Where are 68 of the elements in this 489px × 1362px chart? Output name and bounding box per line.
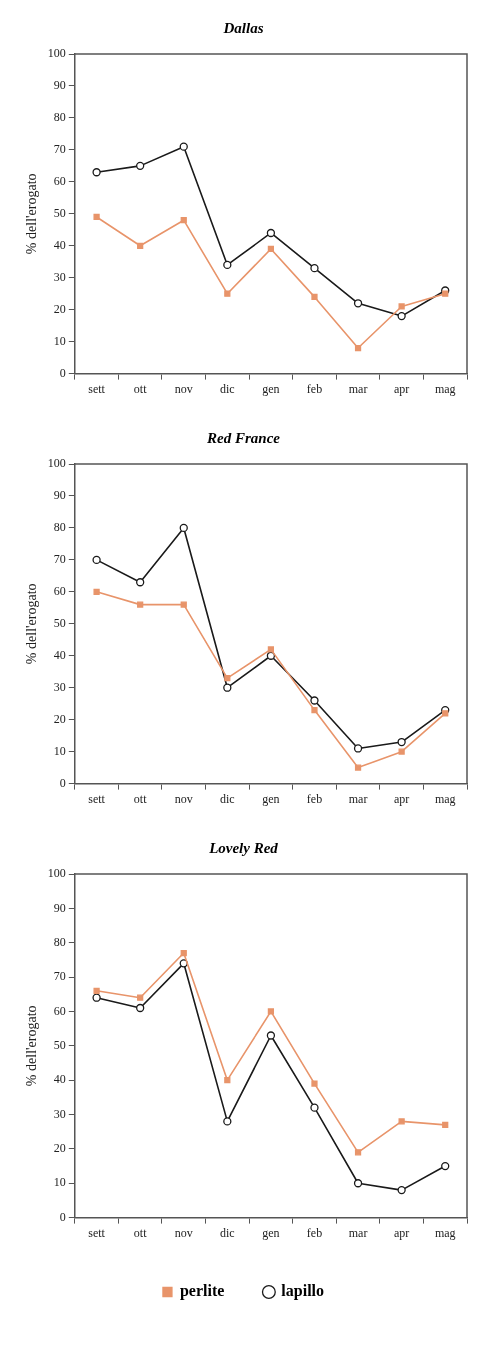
x-tick-label: sett <box>88 381 106 396</box>
y-tick-label: 70 <box>53 552 66 567</box>
y-tick-label: 60 <box>53 174 66 188</box>
x-tick-label: dic <box>219 791 235 806</box>
chart-title: Dallas <box>222 19 264 36</box>
x-tick-label: apr <box>393 791 410 806</box>
y-tick-label: 60 <box>53 584 66 598</box>
y-axis-title: % dell'erogato <box>24 173 40 255</box>
y-tick-label: 20 <box>53 711 66 726</box>
y-tick-label: 80 <box>53 110 66 125</box>
y-tick-label: 60 <box>53 1003 66 1018</box>
y-tick-label: 50 <box>53 615 66 630</box>
y-tick-label: 90 <box>53 900 66 915</box>
x-tick-label: feb <box>306 1225 323 1240</box>
y-tick-label: 10 <box>53 743 66 758</box>
x-tick-label: ott <box>133 791 148 806</box>
y-tick-label: 0 <box>59 365 66 380</box>
y-tick-label: 70 <box>53 142 66 157</box>
x-tick-label: ott <box>133 1225 148 1240</box>
y-tick-label: 100 <box>47 866 66 881</box>
y-tick-label: 40 <box>53 237 66 252</box>
x-tick-label: apr <box>393 381 410 396</box>
y-tick-label: 100 <box>47 46 66 61</box>
chart-title: Red France <box>206 429 281 446</box>
x-tick-label: gen <box>262 381 280 396</box>
x-tick-label: apr <box>393 1225 410 1240</box>
y-tick-label: 80 <box>53 934 66 949</box>
x-tick-label: dic <box>219 381 235 396</box>
x-tick-label: sett <box>88 791 106 806</box>
y-tick-label: 80 <box>53 520 66 535</box>
x-tick-label: nov <box>174 1225 193 1240</box>
x-tick-label: mag <box>434 1225 456 1240</box>
y-tick-label: 40 <box>53 1072 66 1087</box>
x-tick-label: feb <box>306 381 323 396</box>
y-tick-label: 40 <box>53 647 66 662</box>
x-tick-label: ott <box>133 381 148 396</box>
y-axis-title: % dell'erogato <box>24 1005 40 1087</box>
y-tick-label: 0 <box>59 775 66 790</box>
x-tick-label: nov <box>174 381 193 396</box>
y-tick-label: 90 <box>53 488 66 503</box>
y-tick-label: 10 <box>53 1175 66 1190</box>
x-tick-label: mag <box>434 791 456 806</box>
x-tick-label: sett <box>88 1225 106 1240</box>
y-tick-label: 50 <box>53 205 66 220</box>
legend-label: lapillo <box>281 1282 325 1301</box>
y-axis-title: % dell'erogato <box>24 583 40 665</box>
x-tick-label: mar <box>348 1225 368 1240</box>
x-tick-label: feb <box>306 791 323 806</box>
x-tick-label: mar <box>348 381 368 396</box>
x-tick-label: mar <box>348 791 368 806</box>
y-tick-label: 100 <box>47 456 66 471</box>
x-tick-label: gen <box>262 791 280 806</box>
x-tick-label: gen <box>262 1225 280 1240</box>
x-tick-label: dic <box>219 1225 235 1240</box>
y-tick-label: 20 <box>53 1141 66 1156</box>
y-tick-label: 20 <box>53 301 66 316</box>
y-tick-label: 30 <box>53 269 66 284</box>
y-tick-label: 70 <box>53 969 66 984</box>
x-tick-label: mag <box>434 381 456 396</box>
y-tick-label: 0 <box>59 1209 66 1224</box>
y-tick-label: 50 <box>53 1037 66 1052</box>
x-tick-label: nov <box>174 791 193 806</box>
y-tick-label: 30 <box>53 679 66 694</box>
y-tick-label: 30 <box>53 1106 66 1121</box>
y-tick-label: 10 <box>53 333 66 348</box>
y-tick-label: 90 <box>53 78 66 93</box>
legend-label: perlite <box>179 1282 225 1301</box>
chart-title: Lovely Red <box>208 839 279 856</box>
